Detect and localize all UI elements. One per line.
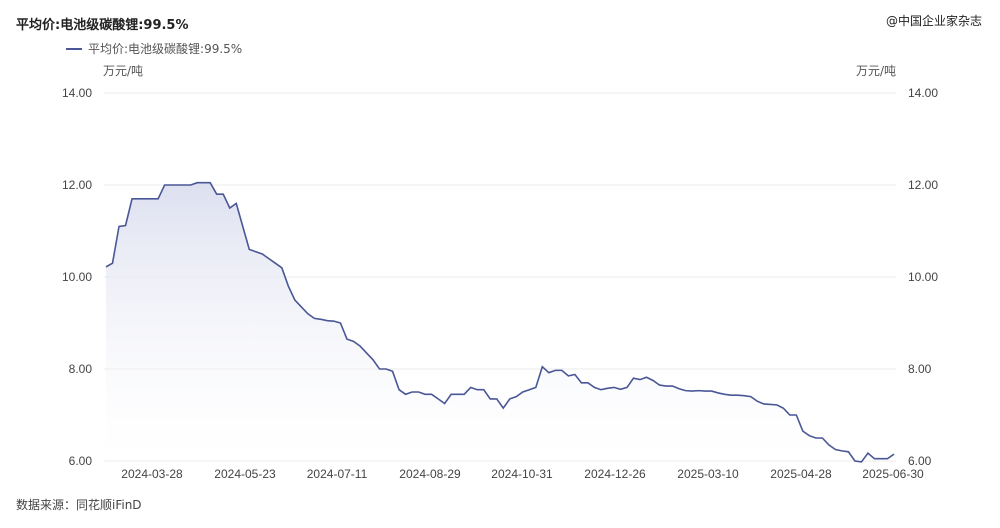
- x-tick-label: 2024-07-11: [307, 467, 368, 481]
- x-tick-label: 2024-12-26: [584, 467, 646, 481]
- x-axis: 2024-03-28 2024-05-23 2024-07-11 2024-08-29…: [121, 467, 924, 481]
- y-axis-unit-right: 万元/吨: [856, 64, 897, 78]
- watermark: @中国企业家杂志: [885, 14, 982, 28]
- legend-swatch: [66, 47, 82, 50]
- series-line[interactable]: [105, 181, 895, 463]
- y-axis-left: 6.00 8.00 10.00 12.00 14.00: [62, 86, 92, 468]
- series-area: [106, 182, 894, 462]
- y-tick-label-right: 12.00: [908, 178, 938, 192]
- x-tick-label: 2025-04-28: [770, 467, 832, 481]
- x-tick-label: 2025-06-30: [862, 467, 924, 481]
- x-tick-label: 2024-08-29: [399, 467, 461, 481]
- y-axis-right: 6.00 8.00 10.00 12.00 14.00: [908, 86, 938, 468]
- y-axis-unit-left: 万元/吨: [103, 64, 144, 78]
- y-tick-label-right: 14.00: [908, 86, 938, 100]
- y-tick-label-left: 12.00: [62, 178, 92, 192]
- y-tick-label-right: 6.00: [908, 454, 932, 468]
- y-tick-label-left: 8.00: [69, 362, 93, 376]
- legend-label: 平均价:电池级碳酸锂:99.5%: [88, 42, 243, 56]
- y-tick-label-left: 14.00: [62, 86, 92, 100]
- y-tick-label-right: 8.00: [908, 362, 932, 376]
- x-tick-label: 2025-03-10: [677, 467, 739, 481]
- data-source: 数据来源：同花顺iFinD: [16, 498, 142, 512]
- y-tick-label-left: 6.00: [69, 454, 93, 468]
- x-tick-label: 2024-05-23: [214, 467, 276, 481]
- x-tick-label: 2024-10-31: [491, 467, 553, 481]
- y-tick-label-right: 10.00: [908, 270, 938, 284]
- chart-title: 平均价:电池级碳酸锂:99.5%: [16, 18, 189, 33]
- y-tick-label-left: 10.00: [62, 270, 92, 284]
- x-tick-label: 2024-03-28: [121, 467, 183, 481]
- legend[interactable]: 平均价:电池级碳酸锂:99.5%: [66, 40, 242, 57]
